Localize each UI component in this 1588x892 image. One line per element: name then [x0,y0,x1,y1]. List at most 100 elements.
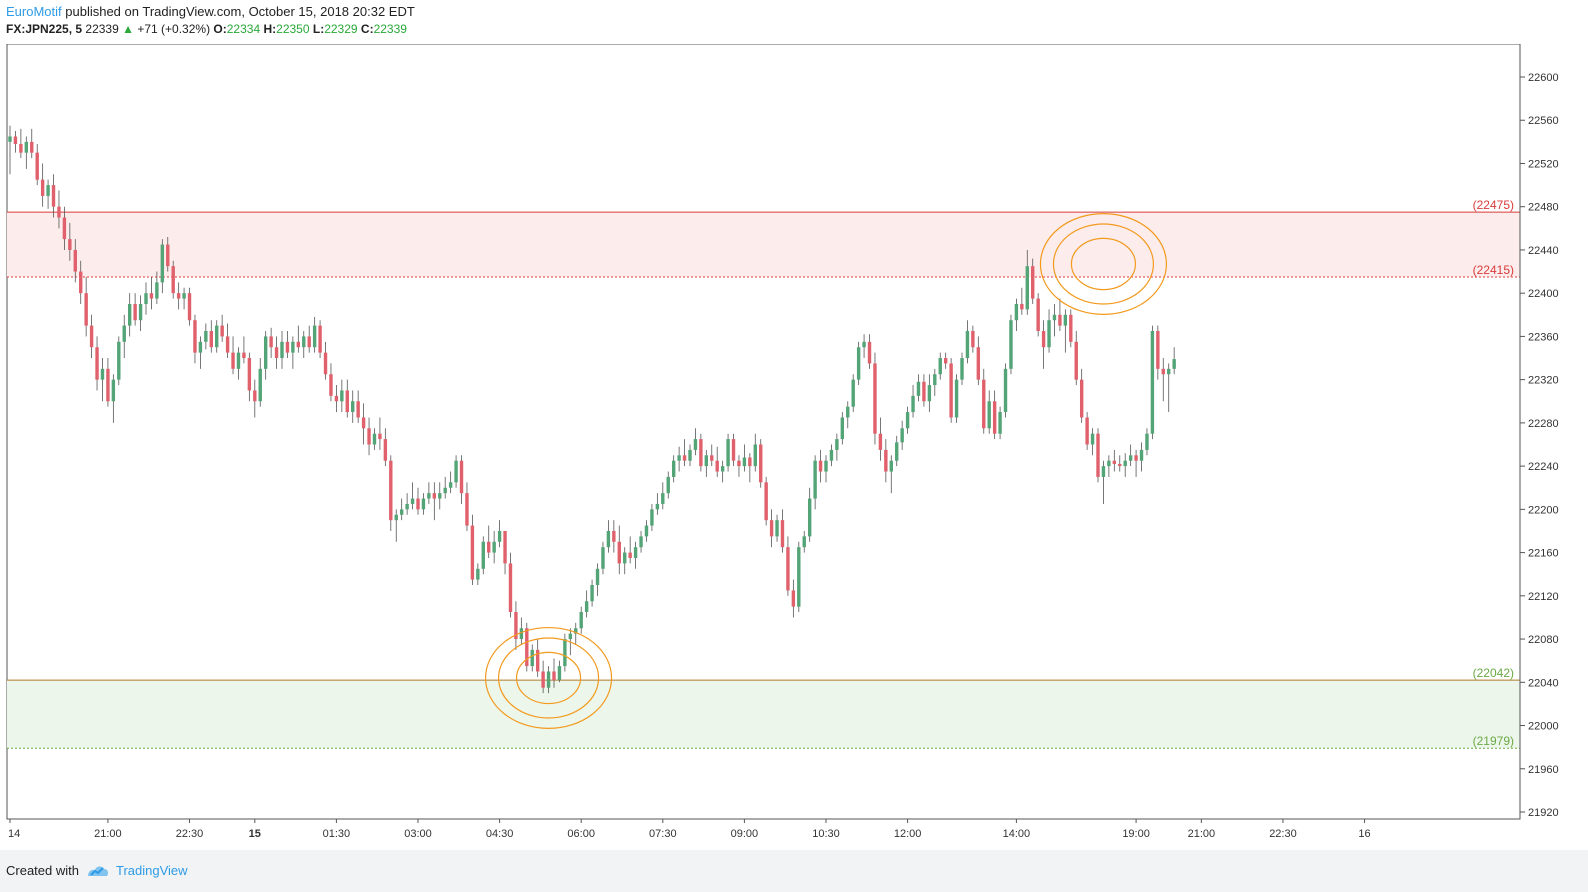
tradingview-logo-icon[interactable] [86,862,110,878]
candle-down [992,401,997,434]
candle-down [535,649,540,672]
candle-up [965,331,970,359]
candle-down [949,363,953,418]
candle-up [960,358,964,380]
candle-up [399,509,404,515]
candle-up [138,303,143,321]
price-tick-label: 22000 [1528,721,1559,733]
candle-down [35,152,39,180]
candle-down [971,331,975,348]
price-tick-label: 22480 [1528,202,1559,214]
candle-up [1063,314,1068,326]
candle-up [644,525,649,537]
highlight-circle-1 [484,626,613,729]
candle-down [541,671,545,688]
candle-down [982,379,986,429]
candle-up [590,585,594,602]
candle-up [574,628,578,634]
candle-up [824,460,828,472]
candle-down [209,331,213,348]
author-link[interactable]: EuroMotif [6,4,62,19]
candle-down [612,530,616,542]
price-tick-label: 22120 [1528,591,1559,603]
candle-up [1107,460,1111,467]
highlight-circle-2 [1070,237,1137,291]
candle-down [699,439,703,467]
candle-down [389,460,393,521]
candle-up [595,568,600,586]
candle-up [312,325,317,348]
highlight-circle-2 [1039,212,1168,315]
time-tick-label: 21:00 [1188,828,1216,840]
candle-down [361,417,366,429]
candle-up [720,466,725,472]
candle-up [797,547,801,607]
candle-up [601,547,605,569]
candle-down [367,428,371,445]
candle-down [786,547,790,591]
candle-down [149,293,154,299]
candle-up [998,412,1002,434]
price-tick-label: 22280 [1528,418,1559,430]
candle-up [742,457,747,467]
candle-up [546,671,551,688]
candle-down [383,439,388,461]
candle-down [764,482,768,521]
candle-up [557,666,562,681]
candle-up [889,460,893,472]
candle-up [650,509,654,526]
candle-up [127,303,132,326]
candle-up [726,439,730,467]
candle-up [933,374,937,386]
price-tick-label: 22600 [1528,72,1559,84]
candle-up [111,379,116,402]
candle-up [835,439,839,450]
candle-down [19,144,23,153]
candle-up [911,395,915,413]
candle-up [351,401,355,413]
candle-up [633,547,638,558]
candle-down [922,381,926,402]
time-tick-label: 15 [249,828,261,840]
support-top-label: (22042) [1473,666,1514,680]
published-text: published on TradingView.com, October 15… [61,4,415,19]
candle-down [68,239,72,250]
price-tick-label: 22320 [1528,375,1559,387]
time-tick-label: 22:30 [176,828,204,840]
candle-down [525,628,529,667]
candle-up [1047,320,1051,348]
candle-down [269,336,273,348]
tradingview-link[interactable]: TradingView [116,863,188,878]
candle-up [846,406,850,418]
time-tick-label: 01:30 [323,828,351,840]
candle-down [1079,379,1084,418]
candle-down [73,249,77,272]
publish-line: EuroMotif published on TradingView.com, … [6,4,415,19]
candle-up [840,417,845,440]
candle-up [753,444,757,467]
candle-down [432,493,437,499]
price-tick-label: 22160 [1528,548,1559,560]
price-change: +71 (+0.32%) [137,22,211,36]
candle-down [345,390,349,413]
candle-up [476,568,480,580]
candle-down [133,303,137,321]
candle-up [563,639,567,667]
resistance-zone [7,212,1520,277]
price-tick-label: 21920 [1528,807,1559,819]
time-tick-label: 21:00 [94,828,122,840]
price-tick-label: 22520 [1528,158,1559,170]
candle-down [307,336,311,348]
time-tick-label: 07:30 [649,828,677,840]
candle-up [677,455,681,461]
candle-down [356,401,360,418]
candle-up [987,401,991,429]
candle-down [818,460,823,472]
candle-up [1123,460,1127,467]
chart-area[interactable]: (22475) (22415) (22042) (21979) 22600 22560 22… [0,43,1588,850]
candle-down [1020,303,1024,310]
price-tick-label: 22560 [1528,115,1559,127]
candlestick-chart[interactable]: (22475) (22415) (22042) (21979) 22600 22560 22… [0,43,1588,850]
open-label: O: [213,22,227,36]
candle-up [340,390,344,402]
